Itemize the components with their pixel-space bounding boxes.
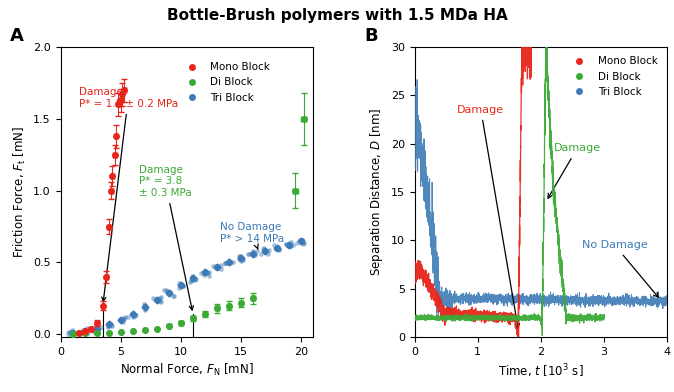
Y-axis label: Separation Distance, $D$ [nm]: Separation Distance, $D$ [nm] [368,108,385,276]
Text: Damage
P* = 1.5 ± 0.2 MPa: Damage P* = 1.5 ± 0.2 MPa [79,87,178,301]
Legend: Mono Block, Di Block, Tri Block: Mono Block, Di Block, Tri Block [565,52,662,101]
Text: Bottle-Brush polymers with 1.5 MDa HA: Bottle-Brush polymers with 1.5 MDa HA [166,8,508,23]
Text: No Damage: No Damage [582,240,658,297]
Text: A: A [10,27,24,45]
Text: Damage: Damage [457,105,520,328]
X-axis label: Time, $t$ [$10^{3}$ s]: Time, $t$ [$10^{3}$ s] [498,362,584,380]
Text: No Damage
P* > 14 MPa: No Damage P* > 14 MPa [220,222,284,249]
Y-axis label: Friction Force, $F_{\mathrm{t}}$ [mN]: Friction Force, $F_{\mathrm{t}}$ [mN] [11,126,28,258]
Text: Damage
P* = 3.8
± 0.3 MPa: Damage P* = 3.8 ± 0.3 MPa [139,165,193,310]
Text: B: B [364,27,377,45]
Text: Damage: Damage [548,143,601,198]
Legend: Mono Block, Di Block, Tri Block: Mono Block, Di Block, Tri Block [177,58,274,107]
X-axis label: Normal Force, $F_{\mathrm{N}}$ [mN]: Normal Force, $F_{\mathrm{N}}$ [mN] [120,362,254,379]
